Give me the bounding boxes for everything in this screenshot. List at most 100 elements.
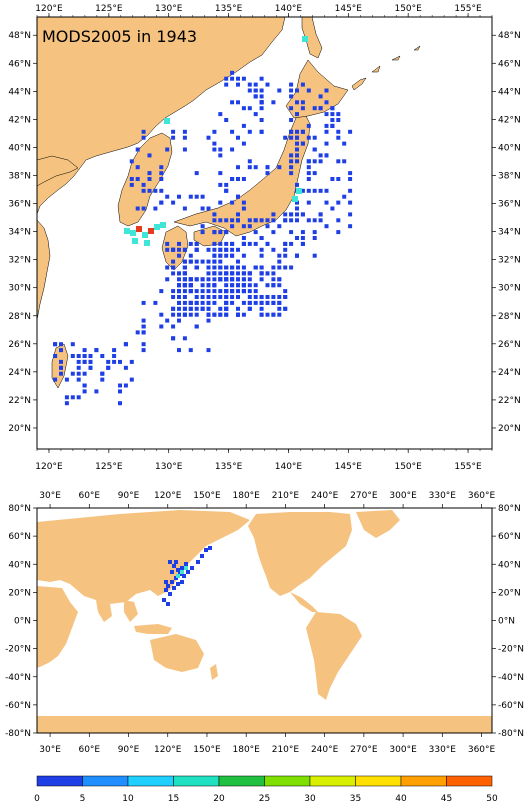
observation-cell <box>312 147 317 152</box>
observation-cell <box>218 253 223 258</box>
observation-cell <box>129 359 134 364</box>
observation-cell <box>241 271 246 276</box>
observation-cell <box>247 129 252 134</box>
observation-cell <box>247 289 252 294</box>
observation-cell <box>141 348 146 353</box>
asia-mainland <box>37 17 286 215</box>
observation-cell <box>230 300 235 305</box>
observation-cell <box>200 289 205 294</box>
observation-cell <box>306 188 311 193</box>
global-observation-cell <box>162 598 166 602</box>
observation-cell <box>253 300 258 305</box>
observation-cell <box>259 271 264 276</box>
observation-cell <box>76 395 81 400</box>
observation-cell <box>177 312 181 317</box>
observation-cell <box>218 171 223 176</box>
lat-label-left: 32°N <box>8 256 31 266</box>
observation-cell <box>224 188 229 193</box>
observation-cell <box>289 118 294 122</box>
observation-cell <box>253 230 258 235</box>
observation-cell <box>289 106 294 111</box>
observation-cell <box>218 271 223 276</box>
observation-cell <box>224 306 229 311</box>
observation-cell <box>265 82 270 87</box>
observation-cells <box>53 36 353 406</box>
central-america <box>290 592 318 612</box>
observation-cell <box>265 300 270 305</box>
observation-cell <box>230 271 235 276</box>
observation-cell <box>247 106 252 111</box>
observation-cell <box>171 259 176 264</box>
observation-cell <box>165 194 170 199</box>
observation-cell <box>194 241 199 246</box>
observation-cell <box>306 218 311 223</box>
observation-cell <box>277 165 282 170</box>
observation-cell <box>171 306 176 311</box>
observation-cell <box>182 289 187 294</box>
observation-cell <box>271 218 276 223</box>
global-lat-label-right: 80°N <box>498 504 521 514</box>
observation-cell <box>289 153 294 158</box>
colorbar-segment <box>355 775 402 787</box>
lon-label-top: 145°E <box>335 4 363 14</box>
observation-cell <box>271 230 276 235</box>
observation-cell <box>265 165 270 170</box>
global-observation-cell-hot <box>184 566 188 570</box>
observation-cell <box>118 389 122 394</box>
observation-cell <box>253 94 258 99</box>
global-observation-cell-hot <box>180 570 184 574</box>
observation-cell <box>53 342 58 347</box>
observation-cell <box>271 295 276 299</box>
observation-cell <box>265 312 270 317</box>
global-observation-cell <box>186 570 190 574</box>
observation-cell <box>153 300 158 305</box>
observation-cell <box>76 354 81 358</box>
observation-cell <box>82 389 87 394</box>
observation-cell-hot <box>132 238 138 244</box>
observation-cell <box>295 218 299 223</box>
colorbar-label: 0 <box>34 794 40 804</box>
observation-cell <box>224 241 229 246</box>
observation-cell <box>348 177 353 181</box>
observation-cell <box>236 100 240 105</box>
observation-cell <box>271 212 276 217</box>
observation-cell <box>241 224 246 229</box>
global-observation-cell <box>168 560 172 564</box>
observation-cell <box>247 159 252 164</box>
observation-cell <box>236 265 240 270</box>
observation-cell <box>218 312 223 317</box>
observation-cell <box>312 188 317 193</box>
observation-cell <box>171 271 176 276</box>
south-america <box>306 612 362 700</box>
observation-cell <box>306 165 311 170</box>
observation-cell <box>206 259 211 264</box>
map-title: MODS2005 in 1943 <box>42 27 197 46</box>
global-lat-label-right: 0°N <box>498 617 515 627</box>
observation-cell <box>59 348 63 353</box>
global-observation-cell <box>172 586 176 590</box>
observation-cell <box>306 135 311 140</box>
observation-cell <box>141 182 146 187</box>
observation-cell <box>259 253 264 258</box>
observation-cell-hot <box>160 222 166 228</box>
observation-cell <box>70 342 75 347</box>
observation-cell <box>253 165 258 170</box>
observation-cell <box>177 295 181 299</box>
lon-label-top: 120°E <box>35 4 63 14</box>
observation-cell-hot <box>124 228 130 234</box>
observation-cell <box>182 277 187 282</box>
observation-cell <box>129 159 134 164</box>
global-observation-cell <box>176 582 180 586</box>
global-lon-label-top: 330°E <box>429 491 457 501</box>
se-asia <box>124 600 172 634</box>
lat-label-left: 40°N <box>8 143 31 153</box>
observation-cell <box>177 318 181 323</box>
observation-cell <box>336 118 341 122</box>
observation-cell <box>194 312 199 317</box>
global-lon-label-bottom: 30°E <box>39 745 61 755</box>
observation-cell <box>277 283 282 288</box>
global-lon-label-bottom: 120°E <box>154 745 182 755</box>
lat-label-left: 28°N <box>8 312 31 322</box>
observation-cell <box>295 159 299 164</box>
observation-cell <box>306 171 311 176</box>
